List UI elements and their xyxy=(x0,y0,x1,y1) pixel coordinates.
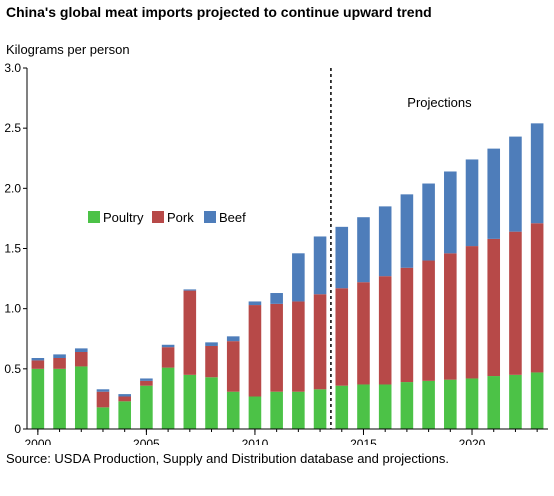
bar-beef-2012 xyxy=(292,253,305,302)
bar-poultry-2015 xyxy=(357,384,370,429)
y-axis-label: Kilograms per person xyxy=(6,42,130,57)
bar-pork-2000 xyxy=(31,360,45,369)
bar-pork-2012 xyxy=(292,301,305,392)
chart-title: China's global meat imports projected to… xyxy=(6,4,432,20)
bar-poultry-2000 xyxy=(31,368,45,429)
bar-beef-2000 xyxy=(31,358,45,361)
bar-poultry-2005 xyxy=(140,385,153,429)
bar-beef-2002 xyxy=(74,348,88,352)
bar-pork-2023 xyxy=(530,223,544,373)
bar-poultry-2023 xyxy=(530,372,544,429)
bar-pork-2015 xyxy=(357,282,370,385)
bar-poultry-2011 xyxy=(270,391,283,429)
bar-poultry-2006 xyxy=(161,367,175,429)
bar-pork-2009 xyxy=(226,341,240,392)
projections-label: Projections xyxy=(407,95,472,110)
bar-beef-2013 xyxy=(313,236,327,295)
y-tick-label-3.0: 3.0 xyxy=(4,61,21,75)
bar-poultry-2014 xyxy=(335,385,349,429)
bar-pork-2017 xyxy=(400,267,414,383)
bar-pork-2007 xyxy=(183,290,197,375)
bar-beef-2008 xyxy=(205,342,218,346)
bar-poultry-2001 xyxy=(53,368,66,429)
bar-beef-2011 xyxy=(270,293,283,304)
bar-pork-2014 xyxy=(335,288,349,386)
bar-pork-2001 xyxy=(53,358,66,369)
legend: Poultry Pork Beef xyxy=(88,210,246,225)
bar-poultry-2009 xyxy=(226,391,240,429)
bar-pork-2002 xyxy=(74,351,88,367)
bar-poultry-2019 xyxy=(444,379,457,429)
bar-beef-2015 xyxy=(357,217,370,283)
bar-poultry-2020 xyxy=(465,378,479,429)
bar-pork-2021 xyxy=(487,238,501,377)
bar-poultry-2012 xyxy=(292,391,305,429)
bar-poultry-2010 xyxy=(248,396,262,429)
bar-pork-2011 xyxy=(270,303,283,392)
bar-beef-2016 xyxy=(378,206,392,277)
bar-beef-2019 xyxy=(444,171,457,254)
bar-poultry-2003 xyxy=(96,407,110,429)
bar-pork-2006 xyxy=(161,347,175,368)
y-tick-label-0.5: 0.5 xyxy=(4,362,21,376)
bar-pork-2022 xyxy=(509,231,522,375)
bar-beef-2009 xyxy=(226,336,240,342)
bar-beef-2006 xyxy=(161,344,175,348)
bar-poultry-2004 xyxy=(118,401,131,429)
bars-layer xyxy=(31,123,544,429)
y-tick-label-0: 0 xyxy=(14,422,21,436)
bar-poultry-2021 xyxy=(487,376,501,429)
bar-poultry-2016 xyxy=(378,384,392,429)
bar-poultry-2002 xyxy=(74,366,88,429)
bar-beef-2007 xyxy=(183,289,197,291)
x-tick-label-2000: 2000 xyxy=(25,437,52,445)
bar-pork-2019 xyxy=(444,253,457,380)
bar-pork-2013 xyxy=(313,294,327,390)
bar-pork-2005 xyxy=(140,380,153,386)
bar-beef-2014 xyxy=(335,226,349,289)
x-tick-label-2020: 2020 xyxy=(459,437,486,445)
bar-pork-2008 xyxy=(205,345,218,378)
bar-pork-2003 xyxy=(96,391,110,408)
annotations: Projections xyxy=(330,68,472,429)
bar-beef-2005 xyxy=(140,378,153,381)
bar-poultry-2022 xyxy=(509,374,522,429)
bar-poultry-2008 xyxy=(205,377,218,429)
y-tick-label-1.5: 1.5 xyxy=(4,242,21,256)
y-tick-label-1.0: 1.0 xyxy=(4,302,21,316)
bar-pork-2010 xyxy=(248,305,262,397)
bar-beef-2023 xyxy=(530,123,544,224)
legend-swatch-poultry xyxy=(88,211,100,223)
y-tick-label-2.5: 2.5 xyxy=(4,121,21,135)
legend-swatch-beef xyxy=(204,211,216,223)
legend-swatch-pork xyxy=(152,211,164,223)
bar-poultry-2007 xyxy=(183,374,197,429)
bar-beef-2021 xyxy=(487,148,501,239)
source-note: Source: USDA Production, Supply and Dist… xyxy=(6,451,449,466)
legend-label-beef: Beef xyxy=(219,210,246,225)
bar-pork-2004 xyxy=(118,396,131,402)
bar-beef-2001 xyxy=(53,354,66,358)
bar-beef-2022 xyxy=(509,136,522,232)
bar-beef-2020 xyxy=(465,159,479,247)
x-tick-label-2005: 2005 xyxy=(133,437,160,445)
bar-pork-2018 xyxy=(422,260,435,381)
bar-beef-2003 xyxy=(96,389,110,392)
bar-beef-2010 xyxy=(248,301,262,306)
axes-layer: 0 0.5 1.0 1.5 2.0 2.5 3.0 2000 2005 2010 2015 2020 xyxy=(4,61,548,445)
bar-pork-2016 xyxy=(378,276,392,385)
y-tick-label-2.0: 2.0 xyxy=(4,181,21,195)
legend-label-poultry: Poultry xyxy=(103,210,144,225)
legend-label-pork: Pork xyxy=(167,210,194,225)
bar-beef-2017 xyxy=(400,194,414,268)
x-tick-label-2015: 2015 xyxy=(350,437,377,445)
bar-poultry-2017 xyxy=(400,382,414,429)
bar-poultry-2013 xyxy=(313,389,327,429)
bar-beef-2004 xyxy=(118,394,131,397)
x-tick-label-2010: 2010 xyxy=(242,437,269,445)
bar-beef-2018 xyxy=(422,183,435,261)
bar-pork-2020 xyxy=(465,246,479,379)
bar-poultry-2018 xyxy=(422,380,435,429)
